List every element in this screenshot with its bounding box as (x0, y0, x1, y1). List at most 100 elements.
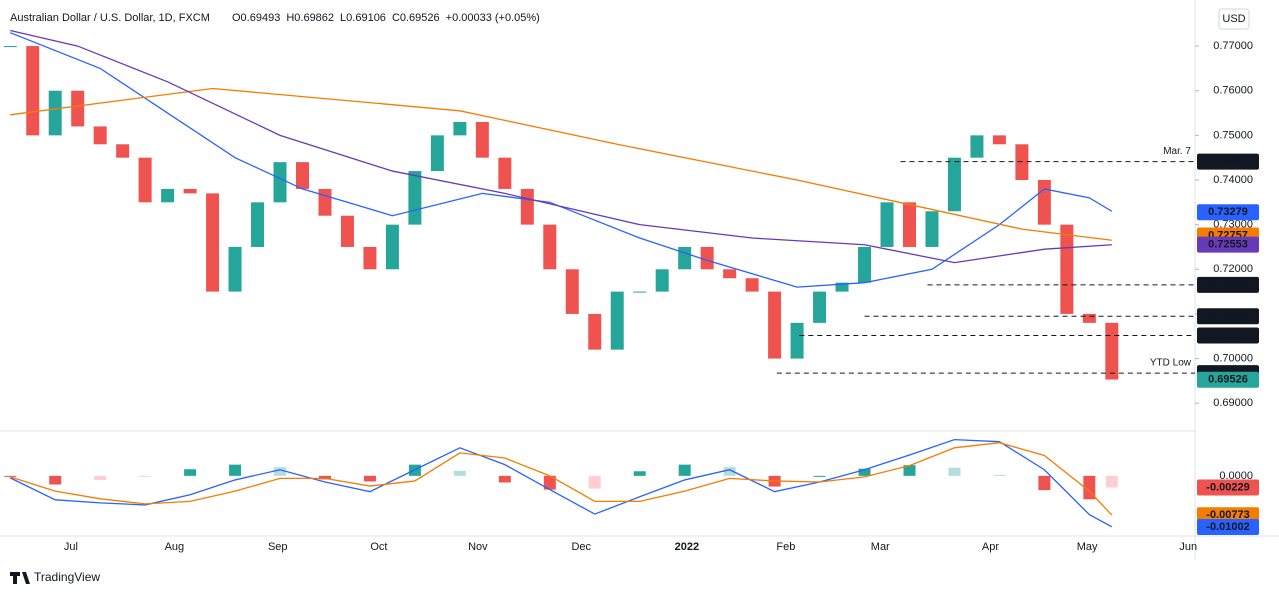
moving-average (10, 29, 1112, 264)
histogram-bar (229, 464, 242, 476)
price-label-box (1197, 479, 1259, 496)
histogram-bar (184, 469, 197, 476)
candle (813, 291, 827, 323)
candle (161, 188, 175, 203)
x-tick-label: Jul (64, 541, 78, 553)
candle (992, 135, 1006, 145)
candle (610, 291, 624, 350)
candle (206, 193, 220, 292)
candle (475, 121, 489, 158)
candle (340, 215, 354, 247)
candle (970, 135, 984, 158)
candle (1037, 180, 1051, 225)
x-tick-label: 2022 (675, 541, 699, 553)
level-note: Mar. 7 (1163, 146, 1191, 157)
histogram-bar (4, 475, 17, 477)
candle (93, 126, 107, 145)
candle (273, 162, 287, 203)
ohlc-value: C0.69526 (392, 12, 440, 24)
ohlc-value: H0.69862 (286, 12, 334, 24)
candle (678, 246, 692, 270)
histogram-bar (49, 475, 62, 485)
macd-line (10, 442, 1113, 516)
y-tick-label: 0.75000 (1213, 129, 1253, 141)
candle (902, 202, 916, 247)
histogram-bar (813, 475, 826, 477)
histogram-bar (633, 471, 646, 476)
candle (228, 246, 242, 292)
histogram-bar (678, 464, 691, 476)
x-tick-label: Nov (468, 541, 488, 553)
histogram-bar (318, 475, 331, 480)
x-tick-label: Sep (268, 541, 288, 553)
y-tick-label: 0.70000 (1213, 352, 1253, 364)
histogram-bar (139, 475, 152, 477)
candle (1105, 322, 1119, 380)
histogram-bar (1038, 475, 1051, 491)
candle (565, 269, 579, 314)
x-tick-label: Feb (776, 541, 795, 553)
y-tick-label: 0.74000 (1213, 174, 1253, 186)
candle (453, 121, 467, 136)
candle (385, 224, 399, 270)
histogram-bar (94, 475, 107, 480)
candle (790, 322, 804, 359)
price-label: -0.01002 (1206, 521, 1249, 533)
moving-average (10, 87, 1112, 241)
price-label: 0.73279 (1208, 206, 1248, 218)
price-label-box (1197, 236, 1259, 253)
candle (835, 282, 849, 292)
histogram-bar (588, 475, 601, 489)
histogram-bar (1105, 475, 1118, 488)
candle (633, 291, 647, 293)
histogram-bar (363, 475, 376, 482)
candle (543, 224, 557, 270)
price-label: 0.71651 (1208, 279, 1248, 291)
price-label-box (1197, 204, 1259, 221)
candle (183, 188, 197, 194)
x-tick-label: Jun (1179, 541, 1197, 553)
ohlc-value: O0.69493 (232, 12, 280, 24)
candle (745, 278, 759, 292)
candle (1015, 144, 1029, 180)
price-label-box (1197, 276, 1259, 293)
price-label: 0.70947 (1208, 310, 1248, 322)
candle (723, 269, 737, 279)
y-tick-label: 0.69000 (1213, 397, 1253, 409)
x-tick-label: Oct (370, 541, 387, 553)
histogram-bar (498, 475, 511, 483)
price-label-box (1197, 308, 1259, 325)
candle (116, 144, 130, 158)
histogram-bar (993, 474, 1006, 476)
brand-name: TradingView (34, 570, 100, 584)
level-note: YTD Low (1150, 358, 1192, 369)
brand-logo (10, 572, 30, 584)
candle (318, 188, 332, 216)
price-label: -0.00773 (1206, 509, 1249, 521)
price-label: 0.74412 (1208, 156, 1248, 168)
price-label-box (1197, 153, 1259, 170)
price-label-box (1197, 371, 1259, 388)
price-label: -0.00229 (1206, 481, 1249, 493)
candle (880, 202, 894, 247)
candle (363, 246, 377, 270)
candle (1060, 224, 1074, 314)
candle (498, 157, 512, 189)
histogram-bar (543, 475, 556, 490)
price-label-box (1197, 327, 1259, 344)
candle (947, 157, 961, 212)
y-tick-label: 0.0000 (1219, 470, 1253, 482)
x-tick-label: Dec (571, 541, 591, 553)
candle (71, 90, 85, 127)
candle (251, 202, 265, 247)
y-tick-label: 0.72000 (1213, 263, 1253, 275)
candle (588, 313, 602, 350)
candle (48, 90, 62, 136)
currency-label[interactable]: USD (1222, 13, 1245, 25)
candle (700, 246, 714, 270)
candle (296, 162, 310, 189)
currency-button[interactable] (1218, 8, 1250, 30)
candle (1082, 313, 1096, 323)
